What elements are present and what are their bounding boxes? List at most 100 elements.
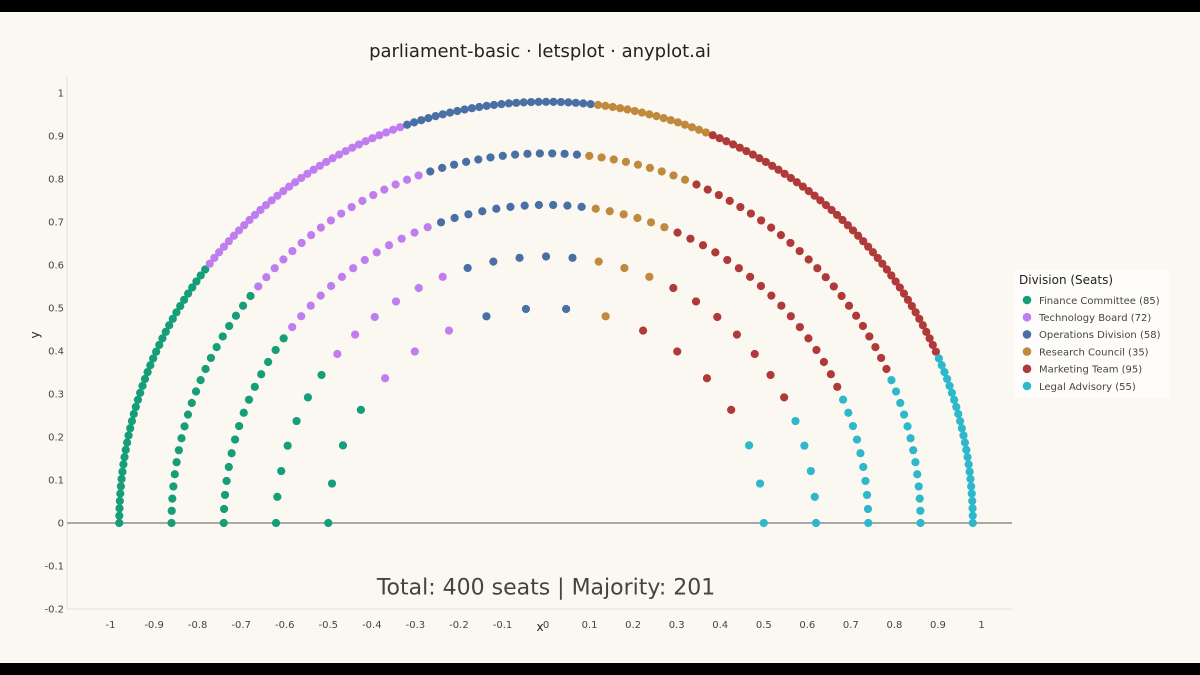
seat-point [916, 518, 925, 528]
seat-point [271, 345, 280, 355]
seat-point [865, 332, 874, 341]
seat-point [657, 167, 666, 176]
seat-point [212, 342, 221, 352]
seat-point [174, 446, 183, 455]
seat-point [744, 441, 754, 450]
seat-point [257, 370, 266, 379]
seat-point [854, 231, 863, 240]
seat-point [666, 116, 675, 125]
seat-point [891, 387, 901, 396]
seat-point [913, 470, 922, 479]
seat-point [489, 100, 499, 110]
seat-point [351, 330, 360, 339]
seat-point [673, 228, 682, 237]
seat-point [887, 376, 896, 385]
seat-point [723, 255, 732, 265]
seat-point [686, 234, 695, 243]
legend-background [1014, 270, 1169, 398]
seat-point [238, 301, 248, 310]
seat-point [942, 374, 952, 384]
seat-point [833, 382, 842, 391]
seat-point [402, 120, 412, 129]
seat-point [909, 446, 918, 455]
seat-point [673, 118, 683, 127]
seat-point [167, 506, 176, 515]
seat-point [245, 215, 254, 225]
seat-point [864, 518, 873, 528]
seat-point [843, 221, 852, 230]
seat-point [424, 114, 433, 123]
seat-point [907, 301, 916, 311]
seat-point [176, 301, 185, 311]
y-tick-label: 0.7 [48, 218, 64, 229]
x-tick-label: 0.4 [712, 620, 728, 631]
seat-point [116, 489, 125, 498]
seat-point [821, 201, 831, 210]
seat-point [307, 231, 316, 240]
seat-point [303, 393, 313, 402]
seat-point [192, 277, 201, 286]
seat-point [316, 291, 325, 300]
seat-point [172, 308, 181, 317]
x-axis-label: x [536, 620, 543, 634]
seat-point [230, 435, 240, 444]
y-tick-label: 1 [58, 89, 64, 100]
seat-point [947, 388, 957, 397]
seat-point [126, 424, 135, 433]
seat-point [548, 149, 557, 158]
seat-point [486, 153, 495, 162]
seat-point [766, 370, 775, 380]
seat-point [191, 387, 201, 396]
seat-point [535, 149, 544, 158]
seat-point [372, 248, 381, 257]
seat-point [780, 169, 789, 178]
seat-point [899, 410, 909, 419]
seat-point [338, 441, 348, 450]
y-tick-label: -0.2 [44, 605, 64, 616]
seat-point [168, 314, 177, 323]
seat-point [235, 421, 244, 431]
seat-point [645, 163, 655, 172]
seat-point [222, 476, 231, 486]
seat-point [619, 210, 628, 219]
seat-point [798, 182, 807, 191]
y-axis-label: y [28, 331, 42, 338]
seat-point [326, 216, 336, 225]
x-tick-label: -0.6 [275, 620, 295, 631]
y-tick-label: 0.1 [48, 476, 64, 487]
seat-point [239, 408, 248, 417]
seat-point [899, 289, 909, 298]
seat-point [862, 490, 872, 500]
seat-point [873, 253, 882, 263]
seat-point [521, 304, 531, 314]
seat-point [609, 155, 618, 164]
seat-point [669, 283, 678, 293]
seat-point [968, 518, 977, 528]
seat-point [714, 190, 723, 200]
seat-point [172, 458, 181, 467]
seat-point [940, 367, 949, 377]
seat-point [621, 157, 631, 166]
x-tick-label: -0.9 [144, 620, 164, 631]
x-tick-label: -0.2 [449, 620, 469, 631]
seat-point [250, 210, 260, 220]
seat-point [205, 259, 214, 268]
seat-point [328, 154, 337, 163]
seat-point [701, 128, 711, 137]
seat-point [928, 340, 937, 350]
seat-point [965, 467, 974, 476]
seat-point [417, 116, 426, 125]
seat-point [759, 518, 768, 528]
seat-markers [115, 97, 977, 528]
seat-point [492, 204, 501, 213]
x-tick-label: 0.1 [582, 620, 598, 631]
seat-point [463, 263, 472, 273]
seat-point [859, 237, 868, 246]
seat-point [903, 295, 913, 304]
seat-point [240, 221, 249, 230]
seat-point [742, 146, 751, 156]
seat-point [333, 349, 342, 359]
x-tick-label: -0.3 [406, 620, 426, 631]
y-tick-labels: -0.2 -0.1 0 0.1 0.2 0.3 0.4 0.5 0.6 0.7 0.8 0.9 1 [44, 89, 64, 616]
seat-point [224, 237, 233, 246]
